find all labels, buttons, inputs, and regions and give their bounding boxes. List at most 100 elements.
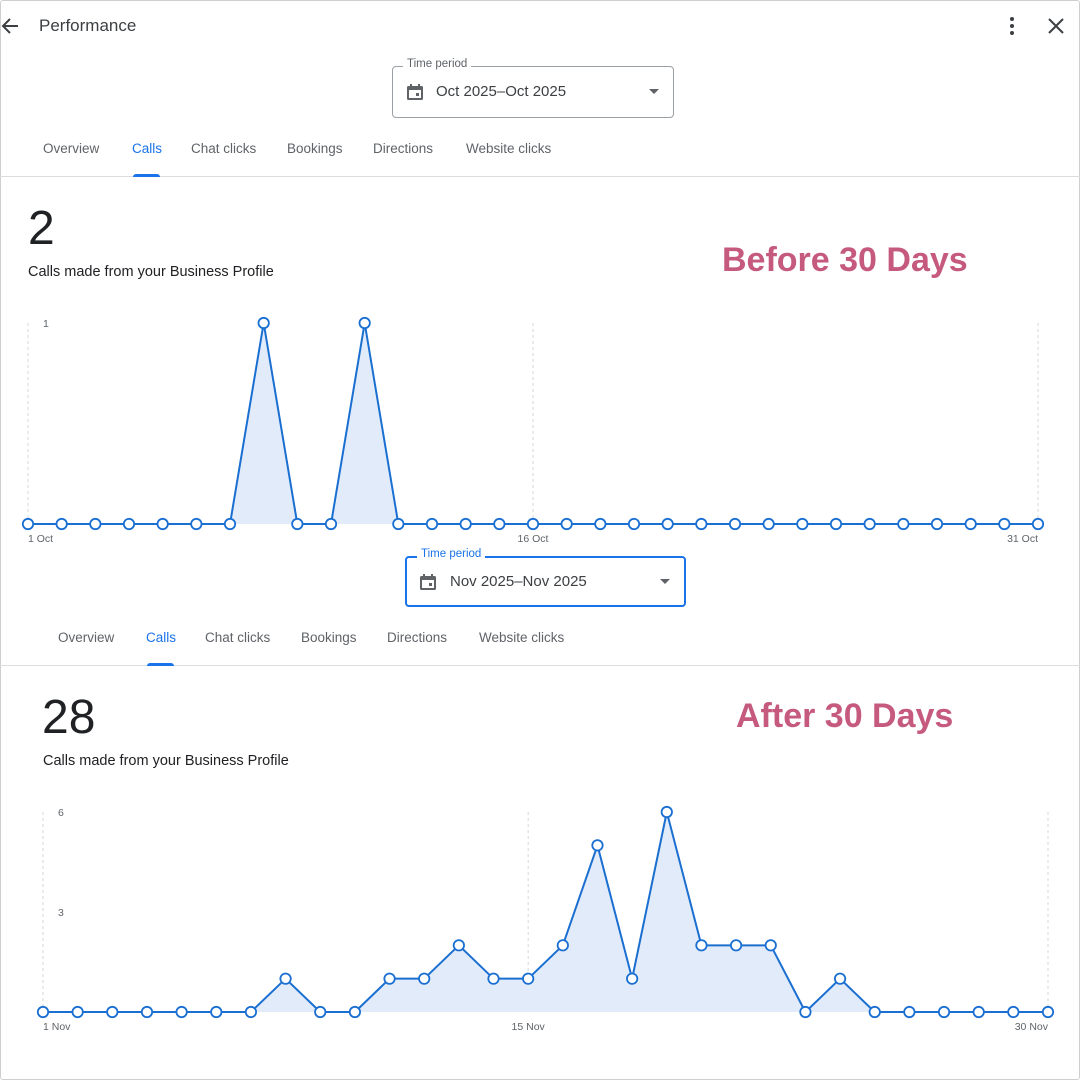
tab-website-clicks[interactable]: Website clicks bbox=[466, 141, 552, 156]
data-point[interactable] bbox=[55, 517, 68, 531]
data-point[interactable] bbox=[526, 517, 540, 531]
data-point[interactable] bbox=[863, 517, 876, 531]
more-vert-icon bbox=[1010, 17, 1014, 35]
back-button[interactable] bbox=[0, 14, 22, 38]
tab-bookings[interactable]: Bookings bbox=[301, 630, 357, 645]
data-point[interactable] bbox=[695, 517, 708, 531]
data-point[interactable] bbox=[998, 517, 1011, 531]
data-point[interactable] bbox=[591, 839, 604, 852]
data-point[interactable] bbox=[1031, 517, 1045, 531]
data-point[interactable] bbox=[833, 972, 847, 985]
data-point[interactable] bbox=[660, 805, 673, 819]
x-tick-label: 15 Nov bbox=[512, 1021, 546, 1033]
calls-chart-november: 6 3 1 Nov 15 Nov 30 Nov bbox=[36, 805, 1055, 1033]
x-tick-label: 1 Nov bbox=[43, 1021, 71, 1033]
data-point[interactable] bbox=[122, 517, 136, 531]
time-period-select[interactable]: Time period Nov 2025–Nov 2025 bbox=[405, 548, 686, 607]
data-point[interactable] bbox=[140, 1005, 154, 1019]
data-point[interactable] bbox=[452, 939, 465, 952]
dropdown-arrow-icon bbox=[660, 579, 670, 584]
data-point[interactable] bbox=[728, 517, 742, 531]
data-point[interactable] bbox=[594, 517, 607, 531]
data-point[interactable] bbox=[71, 1005, 84, 1019]
data-point[interactable] bbox=[493, 517, 506, 531]
data-point[interactable] bbox=[314, 1005, 327, 1019]
data-point[interactable] bbox=[175, 1005, 188, 1019]
tab-calls[interactable]: Calls bbox=[146, 630, 177, 645]
time-period-label: Time period bbox=[417, 548, 486, 560]
data-point[interactable] bbox=[964, 517, 977, 531]
data-point[interactable] bbox=[695, 939, 708, 952]
calendar-icon bbox=[420, 574, 436, 590]
data-point[interactable] bbox=[223, 517, 237, 531]
data-point[interactable] bbox=[661, 517, 674, 531]
data-point[interactable] bbox=[764, 939, 777, 952]
more-options-button[interactable] bbox=[1002, 14, 1022, 38]
data-point[interactable] bbox=[1007, 1005, 1020, 1019]
data-point[interactable] bbox=[560, 517, 573, 531]
data-point[interactable] bbox=[1041, 1005, 1055, 1019]
data-point[interactable] bbox=[358, 316, 371, 330]
tab-chat-clicks[interactable]: Chat clicks bbox=[191, 141, 257, 156]
tab-website-clicks[interactable]: Website clicks bbox=[479, 630, 565, 645]
tab-overview[interactable]: Overview bbox=[43, 141, 100, 156]
data-point[interactable] bbox=[930, 517, 944, 531]
tab-directions[interactable]: Directions bbox=[387, 630, 448, 645]
data-point[interactable] bbox=[425, 517, 439, 531]
tab-calls[interactable]: Calls bbox=[132, 141, 163, 156]
calendar-icon bbox=[407, 84, 423, 100]
data-point[interactable] bbox=[257, 316, 270, 330]
data-point[interactable] bbox=[522, 972, 535, 985]
arrow-back-icon bbox=[1, 18, 18, 34]
data-point[interactable] bbox=[972, 1005, 985, 1019]
data-point[interactable] bbox=[903, 1005, 916, 1019]
tab-directions[interactable]: Directions bbox=[373, 141, 434, 156]
time-period-value: Nov 2025–Nov 2025 bbox=[450, 573, 587, 590]
tab-overview[interactable]: Overview bbox=[58, 630, 115, 645]
data-point[interactable] bbox=[21, 517, 35, 531]
close-button[interactable] bbox=[1044, 14, 1068, 38]
data-point[interactable] bbox=[730, 939, 743, 952]
data-point[interactable] bbox=[418, 972, 431, 985]
data-point[interactable] bbox=[106, 1005, 119, 1019]
metric-tabs: Overview Calls Chat clicks Bookings Dire… bbox=[0, 131, 1080, 177]
dropdown-arrow-icon bbox=[649, 89, 659, 94]
time-period-select[interactable]: Time period Oct 2025–Oct 2025 bbox=[392, 58, 674, 118]
data-point[interactable] bbox=[348, 1005, 361, 1019]
data-point[interactable] bbox=[937, 1005, 951, 1019]
data-point[interactable] bbox=[897, 517, 910, 531]
data-point[interactable] bbox=[244, 1005, 258, 1019]
data-point[interactable] bbox=[324, 517, 338, 531]
data-point[interactable] bbox=[383, 972, 396, 985]
data-point[interactable] bbox=[89, 517, 102, 531]
after-annotation: After 30 Days bbox=[736, 697, 954, 735]
data-point[interactable] bbox=[156, 517, 169, 531]
calls-count: 28 bbox=[42, 691, 96, 744]
data-point[interactable] bbox=[36, 1005, 50, 1019]
data-point[interactable] bbox=[487, 972, 500, 985]
data-point[interactable] bbox=[279, 972, 292, 985]
data-point[interactable] bbox=[210, 1005, 223, 1019]
before-annotation: Before 30 Days bbox=[722, 241, 968, 279]
data-point[interactable] bbox=[829, 517, 843, 531]
data-point[interactable] bbox=[190, 517, 203, 531]
data-point[interactable] bbox=[459, 517, 472, 531]
series-area bbox=[28, 323, 1038, 524]
close-icon bbox=[1048, 18, 1064, 34]
calls-caption: Calls made from your Business Profile bbox=[28, 264, 274, 280]
data-point[interactable] bbox=[392, 517, 405, 531]
active-tab-indicator bbox=[133, 174, 160, 177]
tab-bookings[interactable]: Bookings bbox=[287, 141, 343, 156]
tab-chat-clicks[interactable]: Chat clicks bbox=[205, 630, 271, 645]
data-point[interactable] bbox=[627, 517, 641, 531]
time-period-value: Oct 2025–Oct 2025 bbox=[436, 83, 567, 100]
data-point[interactable] bbox=[626, 972, 639, 985]
active-tab-indicator bbox=[147, 663, 174, 666]
data-point[interactable] bbox=[796, 517, 809, 531]
calls-chart-october: 1 1 Oct 16 Oct 31 Oct bbox=[21, 316, 1045, 545]
data-point[interactable] bbox=[762, 517, 775, 531]
data-point[interactable] bbox=[799, 1005, 812, 1019]
data-point[interactable] bbox=[556, 939, 569, 952]
data-point[interactable] bbox=[291, 517, 304, 531]
data-point[interactable] bbox=[868, 1005, 881, 1019]
